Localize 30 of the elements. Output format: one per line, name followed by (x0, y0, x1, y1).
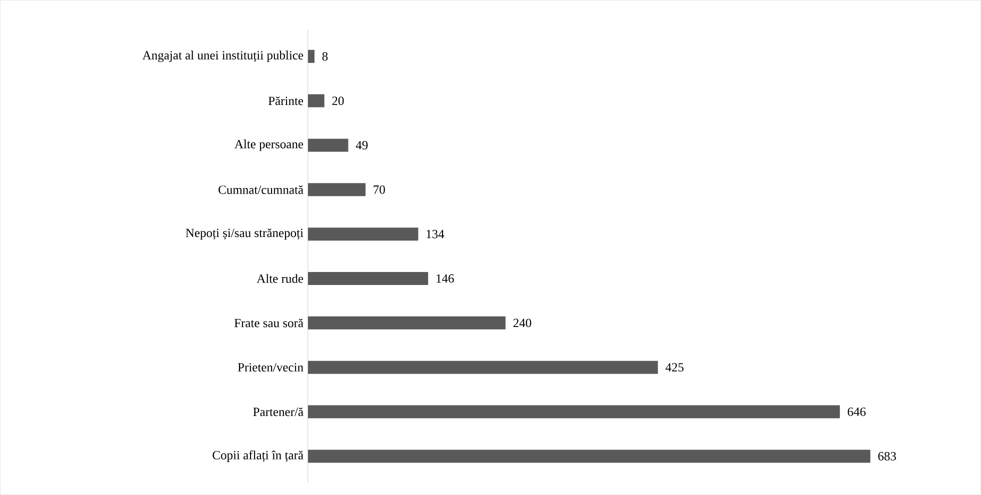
y-tick-label: Alte persoane (234, 140, 304, 152)
y-tick-label: Angajat al unei instituții publice (142, 50, 304, 62)
bar (308, 183, 366, 196)
y-tick-label: Alte rude (256, 274, 304, 284)
y-tick-label: Nepoți și/sau strănepoți (186, 228, 304, 240)
y-tick-label: Cumnat/cumnată (218, 185, 304, 194)
data-label: 70 (374, 186, 385, 194)
bar (308, 50, 314, 64)
data-label: 425 (666, 363, 684, 372)
y-tick-label: Părinte (268, 96, 304, 106)
data-label: 20 (332, 96, 344, 106)
bar (308, 94, 324, 108)
data-label: 146 (436, 274, 454, 283)
data-label: 8 (322, 52, 328, 61)
bar (308, 361, 658, 374)
data-label: 683 (878, 452, 896, 461)
y-tick-label: Prieten/vecin (238, 363, 304, 372)
y-tick-label: Partener/ă (253, 408, 304, 416)
y-tick-label: Frate sau soră (234, 318, 304, 328)
data-label: 240 (513, 318, 532, 328)
y-tick-label: Copii aflați în țară (212, 450, 304, 462)
data-label: 49 (356, 141, 368, 150)
bar (308, 316, 506, 330)
bar (308, 138, 348, 152)
bar (308, 228, 418, 241)
data-label: 134 (426, 230, 444, 238)
bar (308, 272, 428, 286)
data-label: 646 (848, 408, 866, 416)
bar (308, 405, 840, 418)
bar (308, 450, 870, 463)
